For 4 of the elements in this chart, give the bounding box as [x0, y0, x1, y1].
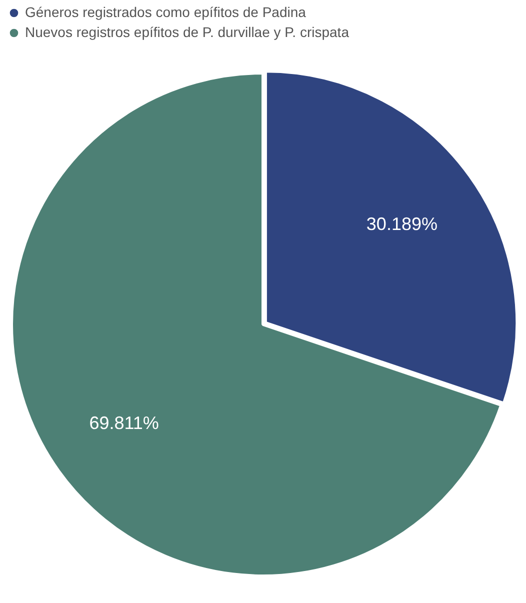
data-label: 30.189%	[366, 214, 438, 234]
legend-label: Géneros registrados como epífitos de Padina	[25, 4, 306, 20]
legend-label: Nuevos registros epífitos de P. durvillae y P. crispata	[25, 24, 350, 40]
data-label: 69.811%	[89, 413, 159, 434]
